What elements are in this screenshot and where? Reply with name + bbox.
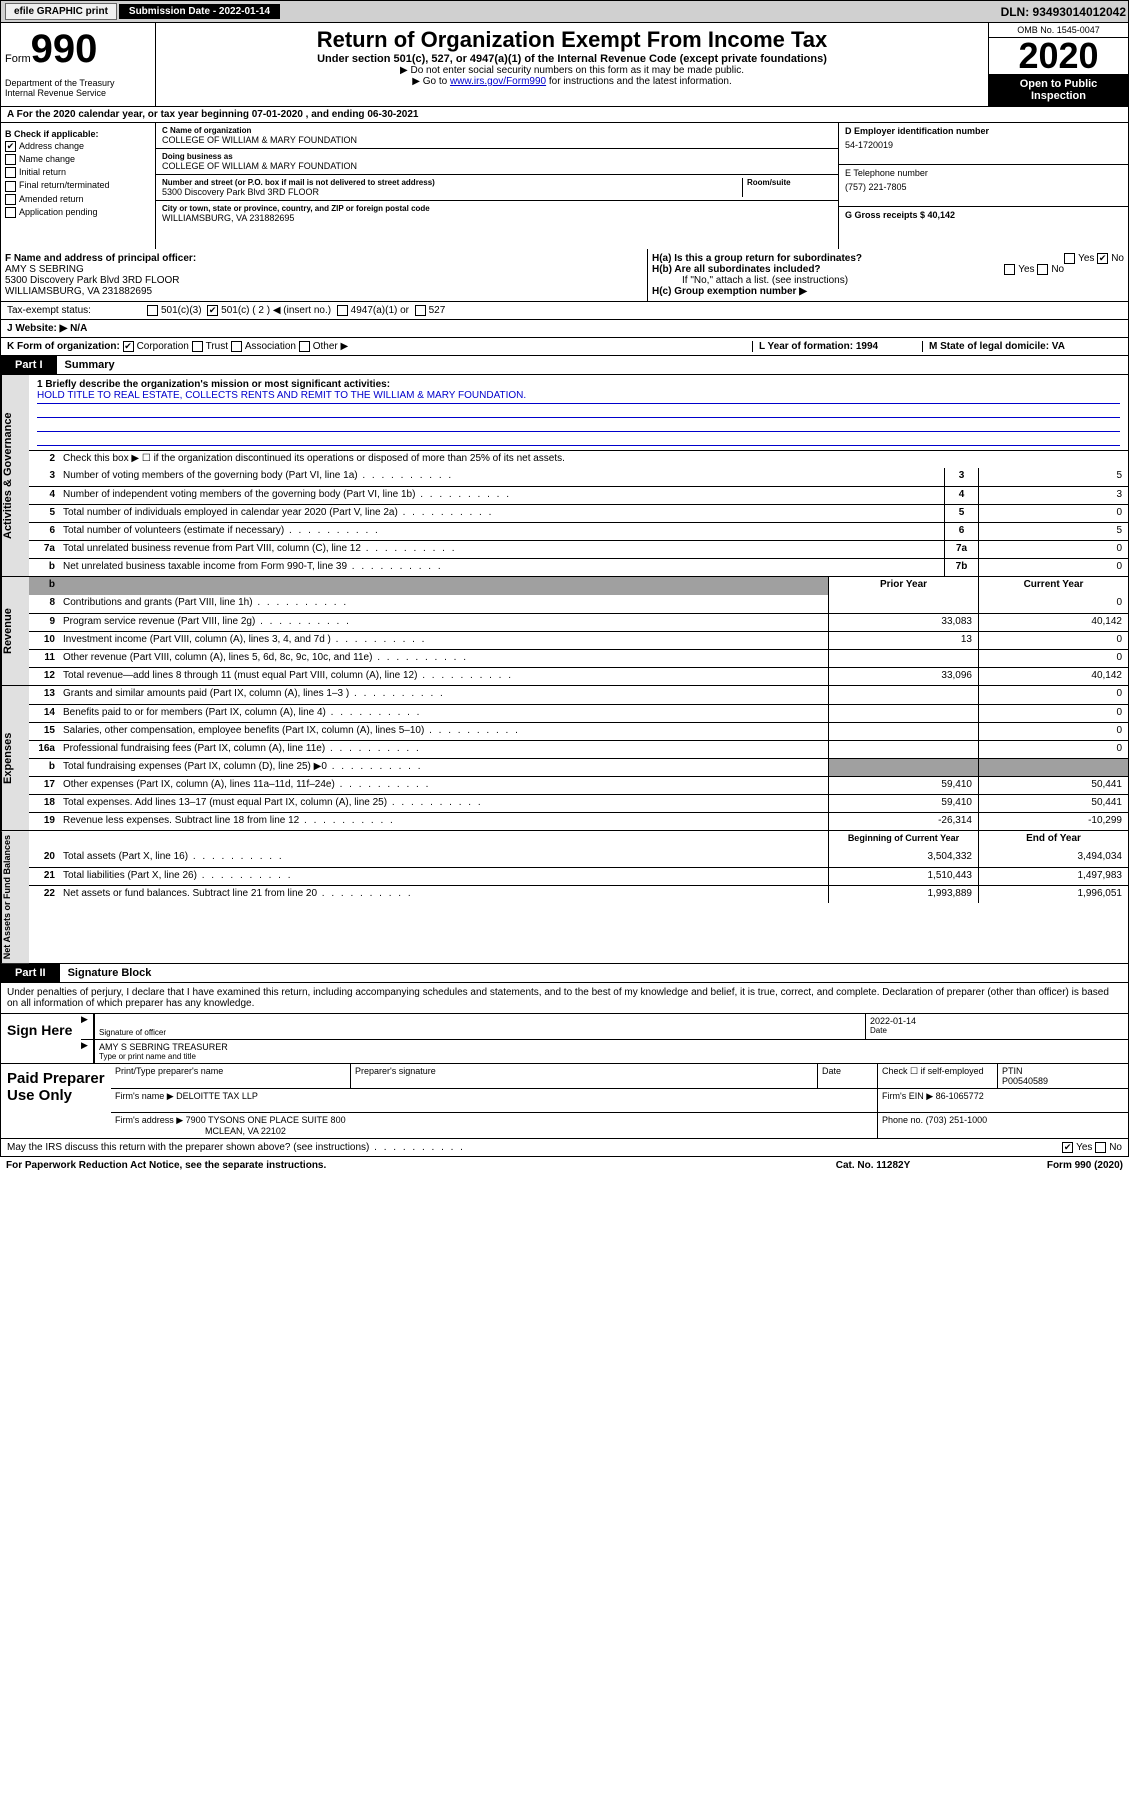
firm-ein: 86-1065772: [936, 1091, 984, 1101]
signature-block: Sign Here ▶ Signature of officer 2022-01…: [0, 1014, 1129, 1064]
officer-name: AMY S SEBRING: [5, 264, 84, 275]
hb-no[interactable]: [1037, 264, 1048, 275]
row-k: K Form of organization: ✔Corporation Tru…: [0, 338, 1129, 356]
activities-governance: Activities & Governance 1 Briefly descri…: [0, 375, 1129, 577]
dba-name: COLLEGE OF WILLIAM & MARY FOUNDATION: [162, 161, 832, 171]
cb-527[interactable]: [415, 305, 426, 316]
info-grid: B Check if applicable: ✔Address change N…: [0, 123, 1129, 249]
cb-501c3[interactable]: [147, 305, 158, 316]
hb-yes[interactable]: [1004, 264, 1015, 275]
city-state-zip: WILLIAMSBURG, VA 231882695: [162, 213, 832, 223]
top-bar: efile GRAPHIC print Submission Date - 20…: [0, 0, 1129, 23]
irs-link[interactable]: www.irs.gov/Form990: [450, 76, 546, 87]
discuss-yes[interactable]: ✔: [1062, 1142, 1073, 1153]
form-header: Form990 Department of the Treasury Inter…: [0, 23, 1129, 107]
officer-addr2: WILLIAMSBURG, VA 231882695: [5, 286, 152, 297]
street-address: 5300 Discovery Park Blvd 3RD FLOOR: [162, 187, 742, 197]
ptin: P00540589: [1002, 1076, 1048, 1086]
row-a-tax-year: A For the 2020 calendar year, or tax yea…: [0, 107, 1129, 123]
arrow-icon: ▶: [81, 1014, 95, 1039]
cb-assoc[interactable]: [231, 341, 242, 352]
perjury-statement: Under penalties of perjury, I declare th…: [0, 983, 1129, 1014]
firm-name: DELOITTE TAX LLP: [176, 1091, 258, 1101]
officer-name-title: AMY S SEBRING TREASURER: [99, 1042, 1124, 1052]
form-number: 990: [31, 27, 98, 71]
part2-header: Part II Signature Block: [0, 964, 1129, 983]
firm-phone: (703) 251-1000: [926, 1115, 988, 1125]
discuss-row: May the IRS discuss this return with the…: [0, 1139, 1129, 1157]
dln: DLN: 93493014012042: [1001, 5, 1126, 19]
box-b-checkboxes: B Check if applicable: ✔Address change N…: [1, 123, 156, 249]
revenue-section: Revenue bPrior YearCurrent Year 8Contrib…: [0, 577, 1129, 686]
org-name: COLLEGE OF WILLIAM & MARY FOUNDATION: [162, 135, 832, 145]
open-public: Open to Public Inspection: [989, 74, 1128, 106]
checkbox-app-pending[interactable]: [5, 207, 16, 218]
efile-button[interactable]: efile GRAPHIC print: [5, 3, 117, 20]
paid-preparer: Paid Preparer Use Only Print/Type prepar…: [0, 1064, 1129, 1139]
ein: 54-1720019: [845, 136, 1122, 154]
instruction-1: ▶ Do not enter social security numbers o…: [160, 65, 984, 76]
submission-date: Submission Date - 2022-01-14: [119, 4, 280, 19]
discuss-no[interactable]: [1095, 1142, 1106, 1153]
officer-addr1: 5300 Discovery Park Blvd 3RD FLOOR: [5, 275, 180, 286]
checkbox-amended[interactable]: [5, 194, 16, 205]
checkbox-final-return[interactable]: [5, 181, 16, 192]
form-word: Form: [5, 53, 31, 65]
cb-other[interactable]: [299, 341, 310, 352]
tax-status-row: Tax-exempt status: 501(c)(3) ✔501(c) ( 2…: [0, 302, 1129, 320]
net-assets-section: Net Assets or Fund Balances Beginning of…: [0, 831, 1129, 964]
firm-address: 7900 TYSONS ONE PLACE SUITE 800: [186, 1115, 346, 1125]
checkbox-name-change[interactable]: [5, 154, 16, 165]
mission-text: HOLD TITLE TO REAL ESTATE, COLLECTS RENT…: [37, 390, 1120, 404]
checkbox-address-change[interactable]: ✔: [5, 141, 16, 152]
gross-receipts: G Gross receipts $ 40,142: [845, 210, 955, 220]
checkbox-initial-return[interactable]: [5, 167, 16, 178]
state-domicile: M State of legal domicile: VA: [929, 341, 1065, 352]
cb-corp[interactable]: ✔: [123, 341, 134, 352]
website-row: J Website: ▶ N/A: [0, 320, 1129, 338]
cb-501c[interactable]: ✔: [207, 305, 218, 316]
tax-year: 2020: [989, 38, 1128, 74]
officer-group-row: F Name and address of principal officer:…: [0, 249, 1129, 302]
main-title: Return of Organization Exempt From Incom…: [160, 27, 984, 53]
year-formation: L Year of formation: 1994: [759, 341, 878, 352]
expenses-section: Expenses 13Grants and similar amounts pa…: [0, 686, 1129, 831]
department: Department of the Treasury Internal Reve…: [5, 78, 151, 98]
footer: For Paperwork Reduction Act Notice, see …: [0, 1157, 1129, 1174]
arrow-icon: ▶: [81, 1040, 95, 1063]
instruction-2: ▶ Go to www.irs.gov/Form990 for instruct…: [160, 76, 984, 87]
part1-header: Part I Summary: [0, 356, 1129, 375]
cb-4947[interactable]: [337, 305, 348, 316]
sign-date: 2022-01-14: [870, 1016, 1124, 1026]
subtitle: Under section 501(c), 527, or 4947(a)(1)…: [160, 53, 984, 65]
ha-no[interactable]: ✔: [1097, 253, 1108, 264]
cb-trust[interactable]: [192, 341, 203, 352]
ha-yes[interactable]: [1064, 253, 1075, 264]
telephone: (757) 221-7805: [845, 178, 1122, 196]
